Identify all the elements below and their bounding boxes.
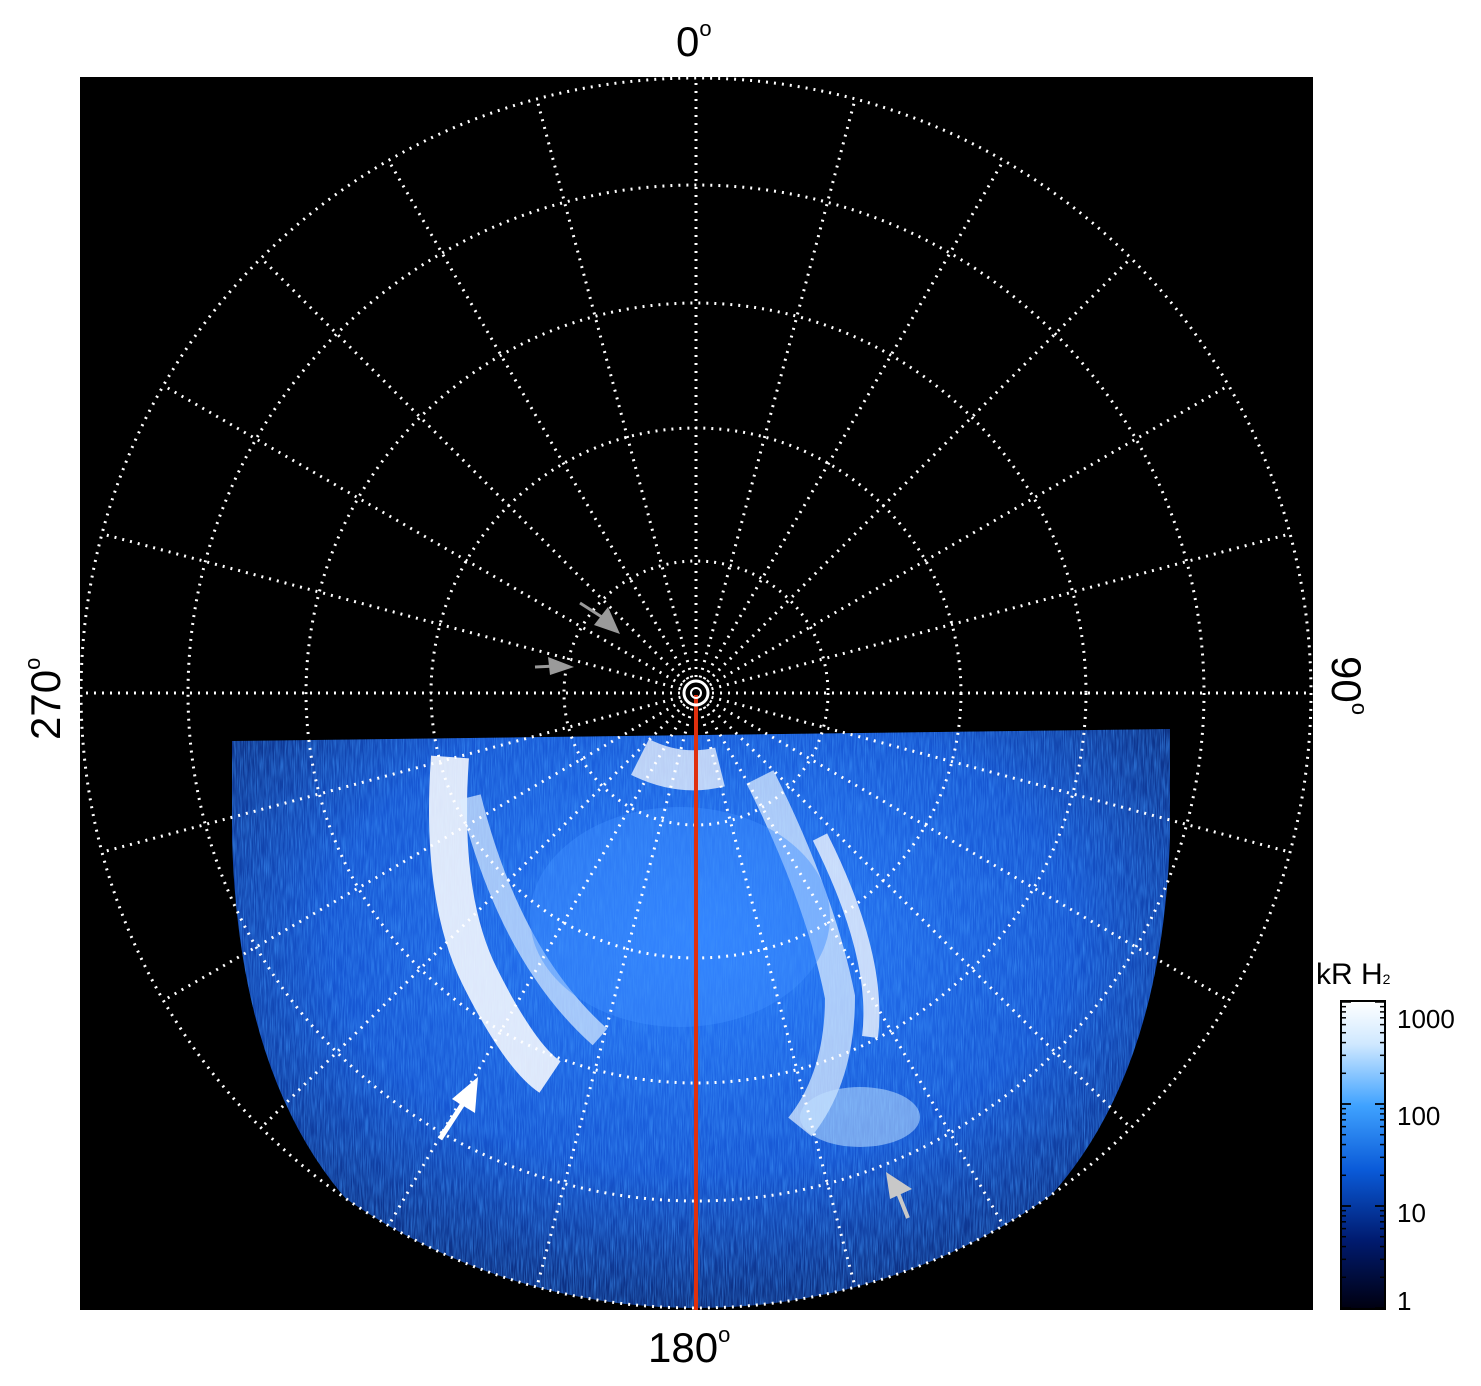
grid-circle bbox=[80, 77, 1313, 1310]
polar-aurora-map bbox=[80, 77, 1313, 1310]
label-270-deg: 270o bbox=[20, 657, 69, 740]
aurora-emission bbox=[232, 729, 1170, 1308]
arrow-white-lower-left bbox=[437, 1077, 478, 1141]
grid-circle bbox=[304, 301, 1088, 1085]
colorbar-tick-1000: 1000 bbox=[1397, 1004, 1455, 1034]
arrow-gray-left bbox=[534, 657, 574, 675]
pole-marker-inner bbox=[690, 687, 702, 699]
label-180-deg: 180o bbox=[648, 1322, 731, 1371]
label-90-deg: 90o bbox=[1323, 656, 1372, 715]
colorbar-tick-10: 10 bbox=[1397, 1198, 1426, 1228]
grid-circle bbox=[562, 559, 830, 827]
pole-marker-outer bbox=[682, 679, 710, 707]
colorbar bbox=[1340, 1000, 1386, 1310]
colorbar-tick-100: 100 bbox=[1397, 1101, 1441, 1131]
colorbar-tick-1: 1 bbox=[1397, 1286, 1412, 1316]
colorbar-ticks bbox=[1341, 1001, 1385, 1309]
arrow-gray-lower-right bbox=[886, 1172, 912, 1219]
arrow-gray-upper bbox=[579, 601, 620, 634]
label-0-deg: 0o bbox=[676, 16, 712, 65]
grid-circle bbox=[186, 183, 1206, 1203]
colorbar-title: kR H2 bbox=[1316, 958, 1391, 991]
